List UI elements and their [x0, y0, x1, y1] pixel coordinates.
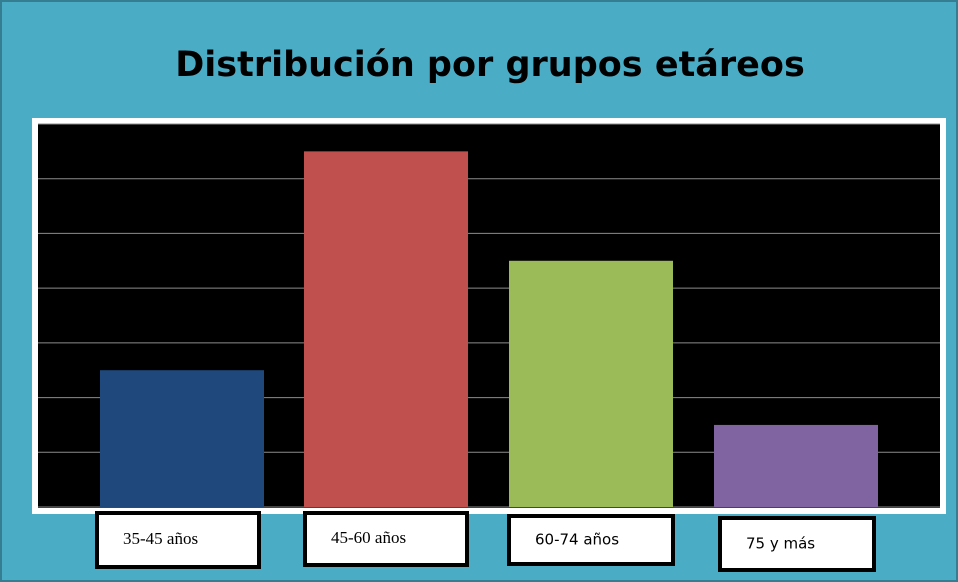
bar — [100, 370, 264, 507]
x-tick-label: 45-60 años — [331, 528, 406, 547]
label-box — [718, 516, 876, 572]
label-box — [303, 511, 469, 567]
label-box — [507, 514, 675, 566]
bar — [509, 260, 673, 507]
chart-title: Distribución por grupos etáreos — [175, 45, 805, 85]
x-tick-label: 60-74 años — [535, 531, 619, 549]
x-tick-label: 35-45 años — [123, 529, 198, 548]
label-box — [95, 511, 261, 569]
bar — [714, 424, 878, 507]
bar — [304, 151, 468, 507]
x-tick-label: 75 y más — [746, 535, 815, 553]
